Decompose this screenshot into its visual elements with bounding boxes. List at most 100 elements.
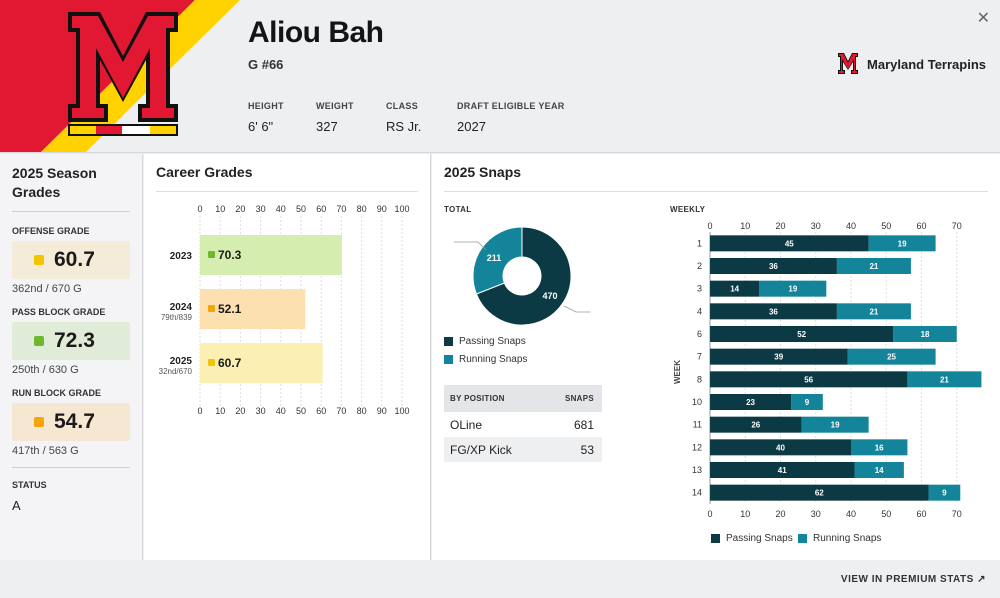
x-tick-label: 70 bbox=[336, 406, 346, 416]
pass-block-grade-value: 72.3 bbox=[54, 329, 95, 352]
close-icon[interactable]: ✕ bbox=[976, 10, 990, 27]
meta-value: RS Jr. bbox=[386, 119, 422, 134]
x-tick-label: 40 bbox=[846, 509, 856, 519]
position-cell: FG/XP Kick bbox=[450, 442, 512, 457]
passing-snaps-value: 56 bbox=[804, 375, 813, 384]
view-premium-stats-link[interactable]: VIEW IN PREMIUM STATS ↗ bbox=[841, 574, 986, 585]
x-tick-label: 60 bbox=[916, 509, 926, 519]
meta-value: 327 bbox=[316, 119, 338, 134]
passing-snaps-bar bbox=[710, 303, 837, 320]
career-bar-value: 70.3 bbox=[218, 248, 242, 262]
x-tick-label: 60 bbox=[316, 406, 326, 416]
passing-snaps-value: 470 bbox=[542, 291, 557, 301]
x-tick-label: 30 bbox=[256, 204, 266, 214]
x-tick-label: 0 bbox=[197, 204, 202, 214]
week-tick-label: 10 bbox=[692, 397, 702, 407]
table-row: OLine 681 bbox=[444, 412, 602, 437]
legend-swatch bbox=[444, 355, 453, 364]
x-tick-label: 60 bbox=[916, 222, 926, 231]
offense-grade-box: 60.7 bbox=[12, 241, 130, 279]
x-tick-label: 20 bbox=[775, 509, 785, 519]
week-tick-label: 12 bbox=[692, 442, 702, 452]
x-tick-label: 20 bbox=[235, 204, 245, 214]
snaps-title: 2025 Snaps bbox=[444, 164, 522, 180]
career-year-label: 2024 bbox=[170, 302, 193, 313]
x-tick-label: 0 bbox=[197, 406, 202, 416]
position-cell: OLine bbox=[450, 417, 483, 432]
grade-color-dot bbox=[34, 336, 44, 346]
career-grades-title: Career Grades bbox=[156, 164, 253, 180]
passing-snaps-value: 52 bbox=[797, 330, 806, 339]
passing-snaps-bar bbox=[710, 416, 802, 433]
player-position-number: G #66 bbox=[248, 57, 284, 72]
snaps-cell: 681 bbox=[573, 417, 594, 432]
x-tick-label: 40 bbox=[276, 406, 286, 416]
meta-label: HEIGHT bbox=[248, 101, 284, 111]
legend-swatch bbox=[444, 337, 453, 346]
weekly-snaps-chart: 0 0 10 10 20 20 30 30 40 40 50 50 60 60 70 70 WEEK 1 45 19 2… bbox=[673, 222, 982, 519]
meta-label: WEIGHT bbox=[316, 101, 354, 111]
week-tick-label: 8 bbox=[697, 374, 702, 384]
passing-snaps-bar bbox=[710, 348, 848, 365]
career-rank-label: 32nd/670 bbox=[159, 367, 193, 376]
running-snaps-value: 21 bbox=[869, 262, 878, 271]
career-year-label: 2025 bbox=[170, 356, 193, 367]
run-block-grade-value: 54.7 bbox=[54, 410, 95, 433]
grade-color-dot bbox=[208, 251, 215, 258]
column-header: BY POSITION bbox=[450, 394, 505, 403]
legend-label: Passing Snaps bbox=[726, 533, 793, 544]
x-tick-label: 20 bbox=[775, 222, 785, 231]
running-snaps-value: 211 bbox=[487, 253, 502, 263]
x-tick-label: 50 bbox=[881, 509, 891, 519]
x-tick-label: 60 bbox=[316, 204, 326, 214]
divider bbox=[444, 191, 988, 192]
snaps-cell: 53 bbox=[580, 442, 594, 457]
running-snaps-value: 9 bbox=[805, 398, 810, 407]
external-link-icon: ↗ bbox=[977, 574, 986, 585]
run-block-grade-box: 54.7 bbox=[12, 403, 130, 441]
legend-label: Running Snaps bbox=[813, 533, 882, 544]
passing-snaps-value: 36 bbox=[769, 307, 778, 316]
passing-snaps-bar bbox=[710, 371, 908, 388]
snaps-panel: 2025 Snaps TOTAL WEEKLY 470 211 Passing S… bbox=[432, 154, 1000, 560]
team-link[interactable]: Maryland Terrapins bbox=[837, 52, 986, 76]
team-m-icon bbox=[838, 53, 859, 74]
passing-snaps-value: 39 bbox=[774, 353, 783, 362]
x-tick-label: 50 bbox=[296, 406, 306, 416]
passing-snaps-bar bbox=[710, 326, 894, 342]
running-snaps-slice bbox=[472, 226, 523, 295]
table-row: FG/XP Kick 53 bbox=[444, 437, 602, 462]
x-tick-label: 10 bbox=[215, 204, 225, 214]
weekly-label: WEEKLY bbox=[670, 205, 706, 214]
week-tick-label: 3 bbox=[697, 284, 702, 294]
meta-class: CLASS RS Jr. bbox=[386, 101, 421, 134]
legend-running: Running Snaps bbox=[444, 354, 527, 365]
x-tick-label: 30 bbox=[256, 406, 266, 416]
passing-snaps-bar bbox=[710, 280, 760, 297]
career-year-label: 2023 bbox=[170, 251, 193, 262]
status-value: A bbox=[12, 498, 21, 513]
running-snaps-bar bbox=[791, 394, 823, 410]
offense-grade-label: OFFENSE GRADE bbox=[12, 226, 90, 236]
column-header: SNAPS bbox=[564, 394, 594, 403]
career-grades-chart: 0 0 10 10 20 20 30 30 40 40 50 50 60 60 70 70 80 80 90 90 10… bbox=[159, 204, 410, 416]
offense-grade-value: 60.7 bbox=[54, 248, 95, 271]
grade-color-dot bbox=[208, 305, 215, 312]
snaps-by-position-table: BY POSITION SNAPS OLine 681 FG/XP Kick 5… bbox=[444, 385, 602, 462]
career-bar-value: 52.1 bbox=[218, 302, 242, 316]
running-snaps-value: 14 bbox=[875, 466, 884, 475]
meta-height: HEIGHT 6' 6" bbox=[248, 101, 284, 134]
running-snaps-bar bbox=[836, 258, 911, 274]
x-tick-label: 70 bbox=[952, 222, 962, 231]
x-tick-label: 80 bbox=[357, 406, 367, 416]
running-snaps-value: 21 bbox=[869, 307, 878, 316]
passing-snaps-bar bbox=[710, 394, 792, 410]
running-snaps-bar bbox=[759, 280, 827, 297]
x-tick-label: 80 bbox=[357, 204, 367, 214]
passing-snaps-value: 41 bbox=[778, 466, 787, 475]
x-tick-label: 10 bbox=[740, 222, 750, 231]
week-tick-label: 11 bbox=[693, 420, 702, 430]
premium-link-label: VIEW IN PREMIUM STATS bbox=[840, 574, 974, 585]
running-snaps-value: 19 bbox=[898, 239, 907, 248]
meta-value: 6' 6" bbox=[248, 119, 274, 134]
